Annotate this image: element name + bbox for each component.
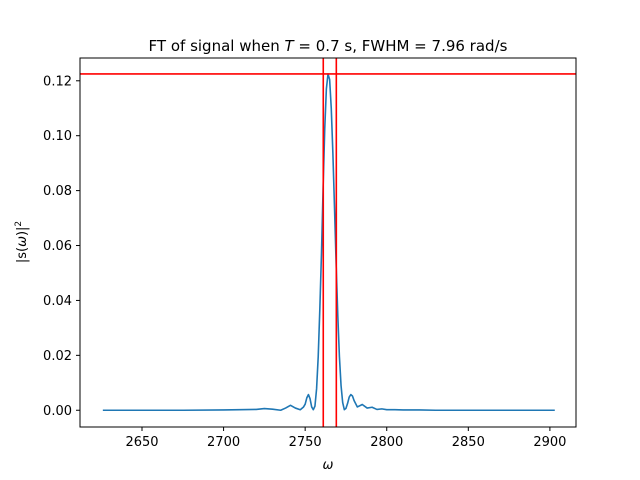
- y-tick-label: 0.10: [43, 129, 72, 144]
- x-tick-label: 2700: [207, 435, 240, 450]
- plot-lines-layer: [102, 73, 555, 412]
- x-tick-label: 2800: [370, 435, 403, 450]
- x-tick-label: 2650: [125, 435, 158, 450]
- plot-frame: [79, 57, 577, 428]
- reference-lines-layer: [80, 58, 576, 427]
- x-axis-ticks: 2650 2700 2750 2800 2850 2900: [125, 427, 566, 450]
- x-tick-label: 2750: [289, 435, 322, 450]
- y-axis-label: |s(ω)|2: [14, 221, 30, 263]
- y-tick-label: 0.00: [43, 404, 72, 419]
- y-tick-label: 0.08: [43, 184, 72, 199]
- series-line-0: [102, 73, 555, 412]
- x-tick-label: 2850: [452, 435, 485, 450]
- x-axis-label: ω: [323, 458, 334, 473]
- chart-title: FT of signal when T = 0.7 s, FWHM = 7.96…: [149, 37, 508, 55]
- y-axis-ticks: 0.00 0.02 0.04 0.06 0.08 0.10 0.12: [43, 74, 80, 419]
- y-tick-label: 0.06: [43, 239, 72, 254]
- x-tick-label: 2900: [533, 435, 566, 450]
- y-tick-label: 0.04: [43, 294, 72, 309]
- y-tick-label: 0.12: [43, 74, 72, 89]
- y-tick-label: 0.02: [43, 349, 72, 364]
